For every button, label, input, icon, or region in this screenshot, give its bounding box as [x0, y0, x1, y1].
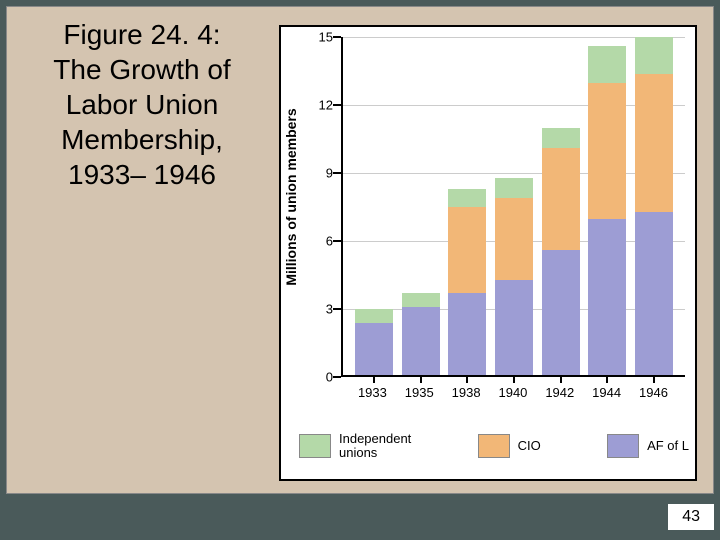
y-tick-label: 6 [303, 234, 333, 249]
legend-label-cio: CIO [518, 439, 541, 453]
bars-container [343, 37, 685, 375]
legend: Independent unions CIO AF of L [299, 421, 689, 471]
bar-segment-independent [542, 128, 580, 148]
title-line: Membership, [17, 122, 267, 157]
bar-segment-afl [588, 219, 626, 375]
bar-segment-independent [355, 309, 393, 323]
x-tick-label: 1933 [353, 385, 391, 400]
y-tick-label: 3 [303, 302, 333, 317]
bar-segment-cio [542, 148, 580, 250]
plot-region [341, 37, 685, 377]
y-tick [333, 172, 341, 174]
bar-segment-afl [355, 323, 393, 375]
bar-segment-independent [635, 37, 673, 73]
x-tick-label: 1942 [541, 385, 579, 400]
x-tick-label: 1938 [447, 385, 485, 400]
bar-segment-cio [635, 74, 673, 212]
bar-group [355, 309, 393, 375]
x-labels: 1933 1935 1938 1940 1942 1944 1946 [341, 385, 685, 400]
page-number: 43 [668, 504, 714, 530]
y-axis-label: Millions of union members [283, 108, 299, 285]
bar-group [495, 178, 533, 375]
swatch-afl [607, 434, 639, 458]
bar-segment-independent [402, 293, 440, 307]
x-tick [420, 375, 422, 383]
bar-segment-afl [542, 250, 580, 375]
bar-segment-afl [402, 307, 440, 375]
legend-item-independent: Independent unions [299, 432, 411, 461]
bar-group [588, 46, 626, 375]
y-tick-label: 12 [303, 98, 333, 113]
bar-segment-afl [635, 212, 673, 375]
bar-segment-cio [588, 83, 626, 219]
bar-group [448, 189, 486, 375]
y-tick-label: 9 [303, 166, 333, 181]
swatch-independent [299, 434, 331, 458]
legend-item-cio: CIO [478, 434, 541, 458]
chart-frame: Millions of union members 03691215 19331… [279, 25, 697, 481]
bar-segment-independent [495, 178, 533, 198]
y-tick-label: 15 [303, 30, 333, 45]
title-line: 1933– 1946 [17, 157, 267, 192]
bar-group [542, 128, 580, 375]
title-line: Labor Union [17, 87, 267, 122]
x-tick [466, 375, 468, 383]
bar-segment-cio [448, 207, 486, 293]
x-tick [373, 375, 375, 383]
chart-area: 03691215 1933193519381940194219441946 [341, 37, 685, 407]
bar-segment-afl [495, 280, 533, 375]
x-tick [513, 375, 515, 383]
x-tick-label: 1935 [400, 385, 438, 400]
x-tick-label: 1944 [588, 385, 626, 400]
y-tick [333, 240, 341, 242]
bar-segment-independent [588, 46, 626, 82]
title-line: The Growth of [17, 52, 267, 87]
y-tick [333, 36, 341, 38]
bar-segment-cio [495, 198, 533, 280]
title-line: Figure 24. 4: [17, 17, 267, 52]
bar-group [402, 293, 440, 375]
bar-group [635, 37, 673, 375]
x-tick [560, 375, 562, 383]
x-tick-label: 1946 [634, 385, 672, 400]
slide-frame: Figure 24. 4: The Growth of Labor Union … [6, 6, 714, 494]
y-tick [333, 104, 341, 106]
legend-item-afl: AF of L [607, 434, 689, 458]
y-tick [333, 376, 341, 378]
legend-label-afl: AF of L [647, 439, 689, 453]
x-tick [653, 375, 655, 383]
figure-title: Figure 24. 4: The Growth of Labor Union … [17, 17, 267, 192]
y-tick [333, 308, 341, 310]
x-tick [606, 375, 608, 383]
legend-label-independent: Independent unions [339, 432, 411, 461]
x-tick-label: 1940 [494, 385, 532, 400]
swatch-cio [478, 434, 510, 458]
bar-segment-afl [448, 293, 486, 375]
y-tick-label: 0 [303, 370, 333, 385]
bar-segment-independent [448, 189, 486, 207]
